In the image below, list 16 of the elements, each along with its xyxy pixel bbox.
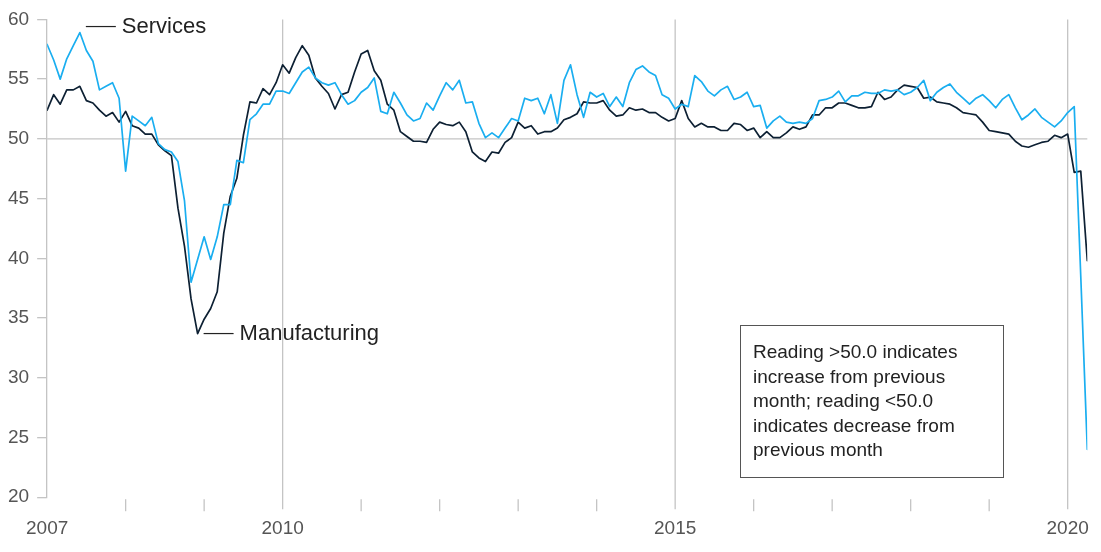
y-tick-label: 30 bbox=[7, 365, 30, 387]
y-tick-label: 45 bbox=[7, 186, 30, 208]
y-tick-label: 25 bbox=[7, 425, 30, 447]
x-tick-label: 2010 bbox=[261, 516, 304, 538]
y-tick-label: 40 bbox=[7, 246, 30, 268]
x-tick-label: 2020 bbox=[1046, 516, 1089, 538]
series-label: Manufacturing bbox=[239, 319, 380, 345]
annotation: Reading >50.0 indicates increase from previous month; reading <50.0 indicates decrease from previous month bbox=[740, 325, 1004, 478]
y-tick-label: 50 bbox=[7, 127, 30, 149]
y-tick-label: 60 bbox=[7, 7, 30, 29]
y-tick-label: 20 bbox=[7, 485, 30, 507]
y-tick-label: 55 bbox=[7, 67, 30, 89]
x-tick-label: 2007 bbox=[25, 516, 69, 538]
x-tick-label: 2015 bbox=[654, 516, 697, 538]
y-tick-label: 35 bbox=[7, 306, 30, 328]
series-label: Services bbox=[121, 12, 207, 38]
